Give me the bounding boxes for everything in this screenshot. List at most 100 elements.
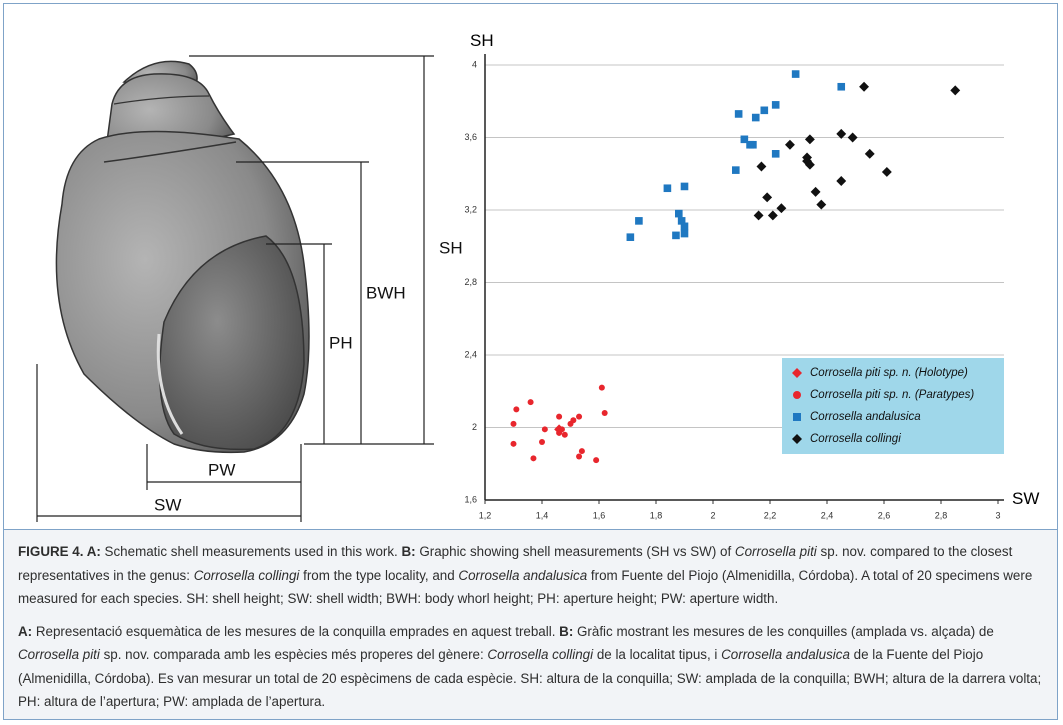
caption-text: Corrosella piti <box>18 647 100 662</box>
point <box>510 440 517 447</box>
point <box>767 210 778 221</box>
caption-text: Schematic shell measurements used in thi… <box>100 544 402 559</box>
point <box>753 210 764 221</box>
point <box>756 161 767 172</box>
x-tick-label: 2,6 <box>878 510 891 520</box>
y-tick-label: 1,6 <box>464 494 477 504</box>
point <box>810 186 821 197</box>
x-tick-label: 2,2 <box>764 510 777 520</box>
point <box>626 233 635 241</box>
point <box>576 453 583 460</box>
point <box>510 420 517 427</box>
caption-text: sp. nov. compared to the closest represe… <box>18 544 1013 583</box>
label-bwh: BWH <box>366 283 406 302</box>
point <box>561 431 568 438</box>
caption-text: de la localitat tipus, i <box>593 647 722 662</box>
caption-text: A: <box>18 623 33 639</box>
point <box>760 106 769 115</box>
label-sh: SH <box>439 238 463 257</box>
caption-ca: A: Representació esquemàtica de les mesu… <box>18 620 1043 714</box>
point <box>785 139 795 150</box>
caption-text: sp. nov. comparada amb les espècies més … <box>99 647 488 662</box>
figure-frame: SH BWH PH PW SW SH SW 1,6 2 2,4 2,8 3,2 3,6 4 1… <box>3 3 1058 720</box>
legend-label: Corrosella piti sp. n. (Holotype) <box>810 367 968 379</box>
point <box>558 426 565 433</box>
x-tick-label: 2,8 <box>935 510 948 520</box>
caption-text: B: <box>559 623 574 639</box>
y-tick-label: 2,4 <box>464 349 477 359</box>
point <box>556 413 563 420</box>
point <box>530 455 537 462</box>
point <box>749 140 757 149</box>
point <box>576 413 583 420</box>
y-tick-label: 3,2 <box>464 204 477 214</box>
point <box>864 148 875 159</box>
point <box>601 410 608 416</box>
point <box>593 457 600 464</box>
label-sw: SW <box>154 495 181 514</box>
caption-text: Corrosella piti <box>734 544 817 559</box>
caption-text: Corrosella collingi <box>193 567 300 583</box>
legend-box <box>782 358 1004 454</box>
figure: SH BWH PH PW SW SH SW 1,6 2 2,4 2,8 3,2 3,6 4 1… <box>36 31 1039 522</box>
legend-label: Corrosella piti sp. n. (Paratypes) <box>810 389 974 401</box>
caption-text: Representació esquemàtica de les mesures… <box>32 623 560 639</box>
x-tick-label: 1,2 <box>479 510 492 520</box>
point <box>680 229 689 238</box>
point <box>732 166 740 174</box>
caption-text: Corrosella collingi <box>487 647 594 662</box>
point <box>950 85 961 96</box>
legend-marker <box>792 368 802 378</box>
point <box>680 182 689 191</box>
point <box>677 217 686 225</box>
point <box>859 81 869 92</box>
caption-en: FIGURE 4. A: Schematic shell measurement… <box>18 540 1043 611</box>
legend-marker <box>793 413 801 421</box>
caption-text: Corrosella andalusica <box>458 567 588 583</box>
caption-text: B: <box>401 544 416 559</box>
point <box>635 217 643 225</box>
point <box>734 110 743 118</box>
point <box>836 176 847 186</box>
point <box>740 135 749 144</box>
point <box>881 166 892 177</box>
x-tick-label: 1,8 <box>650 510 663 520</box>
legend-marker <box>792 434 802 444</box>
point <box>663 184 672 193</box>
x-tick-label: 1,4 <box>536 510 549 520</box>
y-axis-label: SH <box>470 31 494 50</box>
point <box>541 426 548 433</box>
y-tick-label: 2,8 <box>464 277 477 287</box>
point <box>675 209 683 218</box>
y-tick-label: 4 <box>472 59 477 69</box>
caption-text: Corrosella andalusica <box>721 647 850 662</box>
legend-label: Corrosella andalusica <box>810 411 921 423</box>
scatter-chart: SH SW 1,6 2 2,4 2,8 3,2 3,6 4 1,2 1,4 1,6 1,8 2 2,2 2… <box>464 31 1039 520</box>
point <box>680 222 689 231</box>
x-tick-label: 2,4 <box>821 510 834 520</box>
point <box>771 101 780 109</box>
x-tick-label: 3 <box>995 510 1000 520</box>
caption-text: from the type locality, and <box>299 567 459 583</box>
point <box>539 439 545 445</box>
shell-drawing: SH BWH PH PW SW <box>36 55 463 522</box>
point <box>527 399 534 406</box>
caption-text: Graphic showing shell measurements (SH v… <box>415 544 735 559</box>
x-tick-label: 1,6 <box>593 510 606 520</box>
label-pw: PW <box>208 460 235 479</box>
point <box>804 159 815 170</box>
point <box>598 384 605 391</box>
point <box>804 134 815 145</box>
point <box>672 231 680 240</box>
point <box>802 152 812 163</box>
label-ph: PH <box>329 333 353 352</box>
caption-text: de la Fuente del Piojo (Almenidilla, Cór… <box>18 647 1042 709</box>
point <box>816 199 827 210</box>
point <box>791 70 800 78</box>
legend-label: Corrosella collingi <box>810 433 901 445</box>
caption: FIGURE 4. A: Schematic shell measurement… <box>4 529 1057 719</box>
x-tick-label: 2 <box>710 510 715 520</box>
point <box>836 128 847 139</box>
x-axis-label: SW <box>1012 489 1039 508</box>
caption-text: FIGURE 4. A: <box>18 544 101 559</box>
